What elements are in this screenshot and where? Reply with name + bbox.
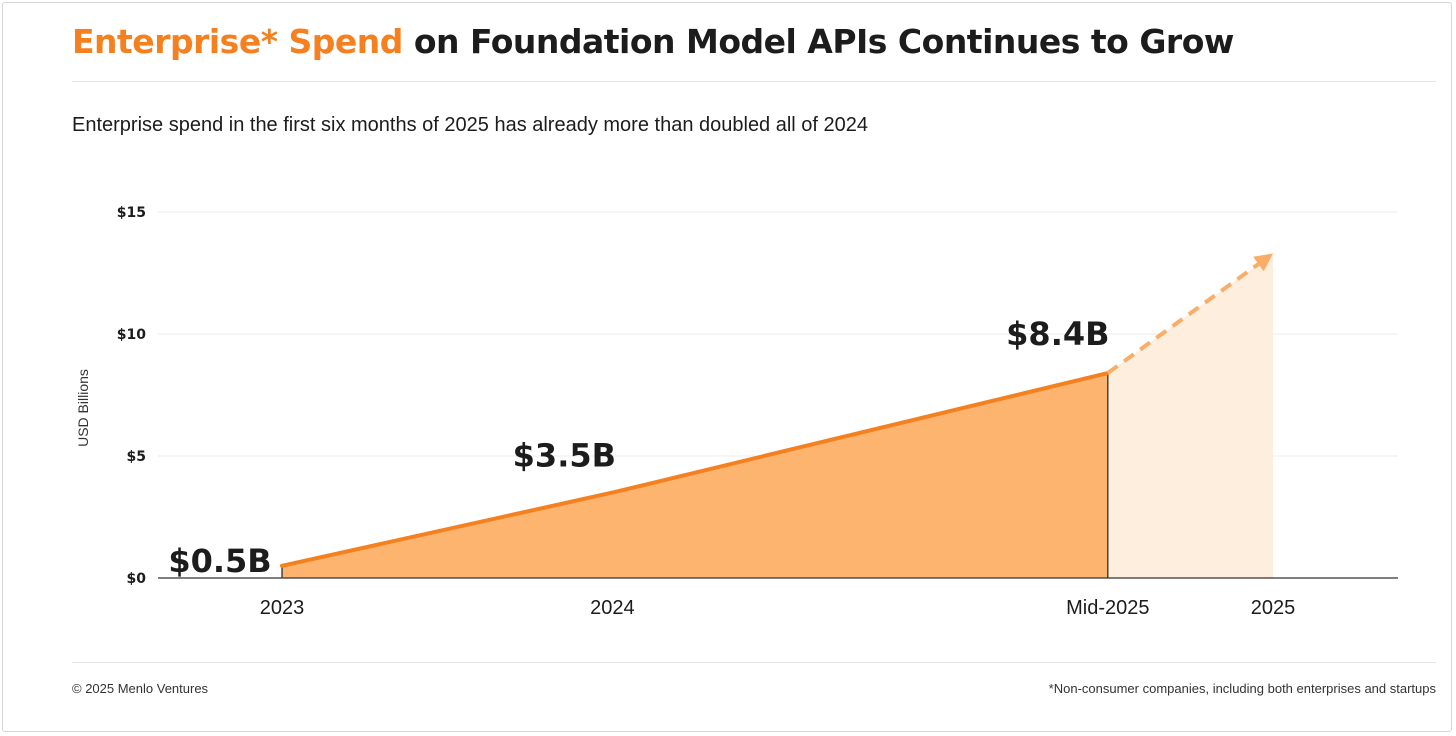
title-accent: Enterprise* Spend [72, 22, 403, 61]
spend-line [280, 371, 1110, 568]
y-tick-label: $10 [117, 327, 146, 343]
footnote-text: *Non-consumer companies, including both … [1048, 681, 1436, 696]
y-axis-label: USD Billions [75, 369, 91, 447]
data-label: $3.5B [513, 437, 616, 475]
y-tick-label: $0 [127, 571, 147, 587]
title-divider [72, 81, 1436, 82]
x-tick-label: 2025 [1251, 597, 1296, 619]
x-tick-label: Mid-2025 [1066, 597, 1149, 619]
data-label: $0.5B [168, 542, 271, 580]
chart-subtitle: Enterprise spend in the first six months… [72, 114, 869, 136]
footer-divider [72, 662, 1436, 663]
projection-area [1107, 253, 1273, 579]
x-tick-label: 2024 [590, 597, 635, 619]
projection-arrowhead [1253, 253, 1273, 272]
y-tick-label: $15 [117, 205, 146, 221]
title-rest: on Foundation Model APIs Continues to Gr… [402, 22, 1235, 61]
projection-dashed-line [1106, 262, 1260, 375]
copyright-text: © 2025 Menlo Ventures [72, 681, 209, 696]
y-tick-label: $5 [127, 449, 146, 465]
data-label: $8.4B [1006, 315, 1109, 353]
chart-title: Enterprise* Spend on Foundation Model AP… [72, 22, 1234, 61]
x-tick-label: 2023 [260, 597, 305, 619]
